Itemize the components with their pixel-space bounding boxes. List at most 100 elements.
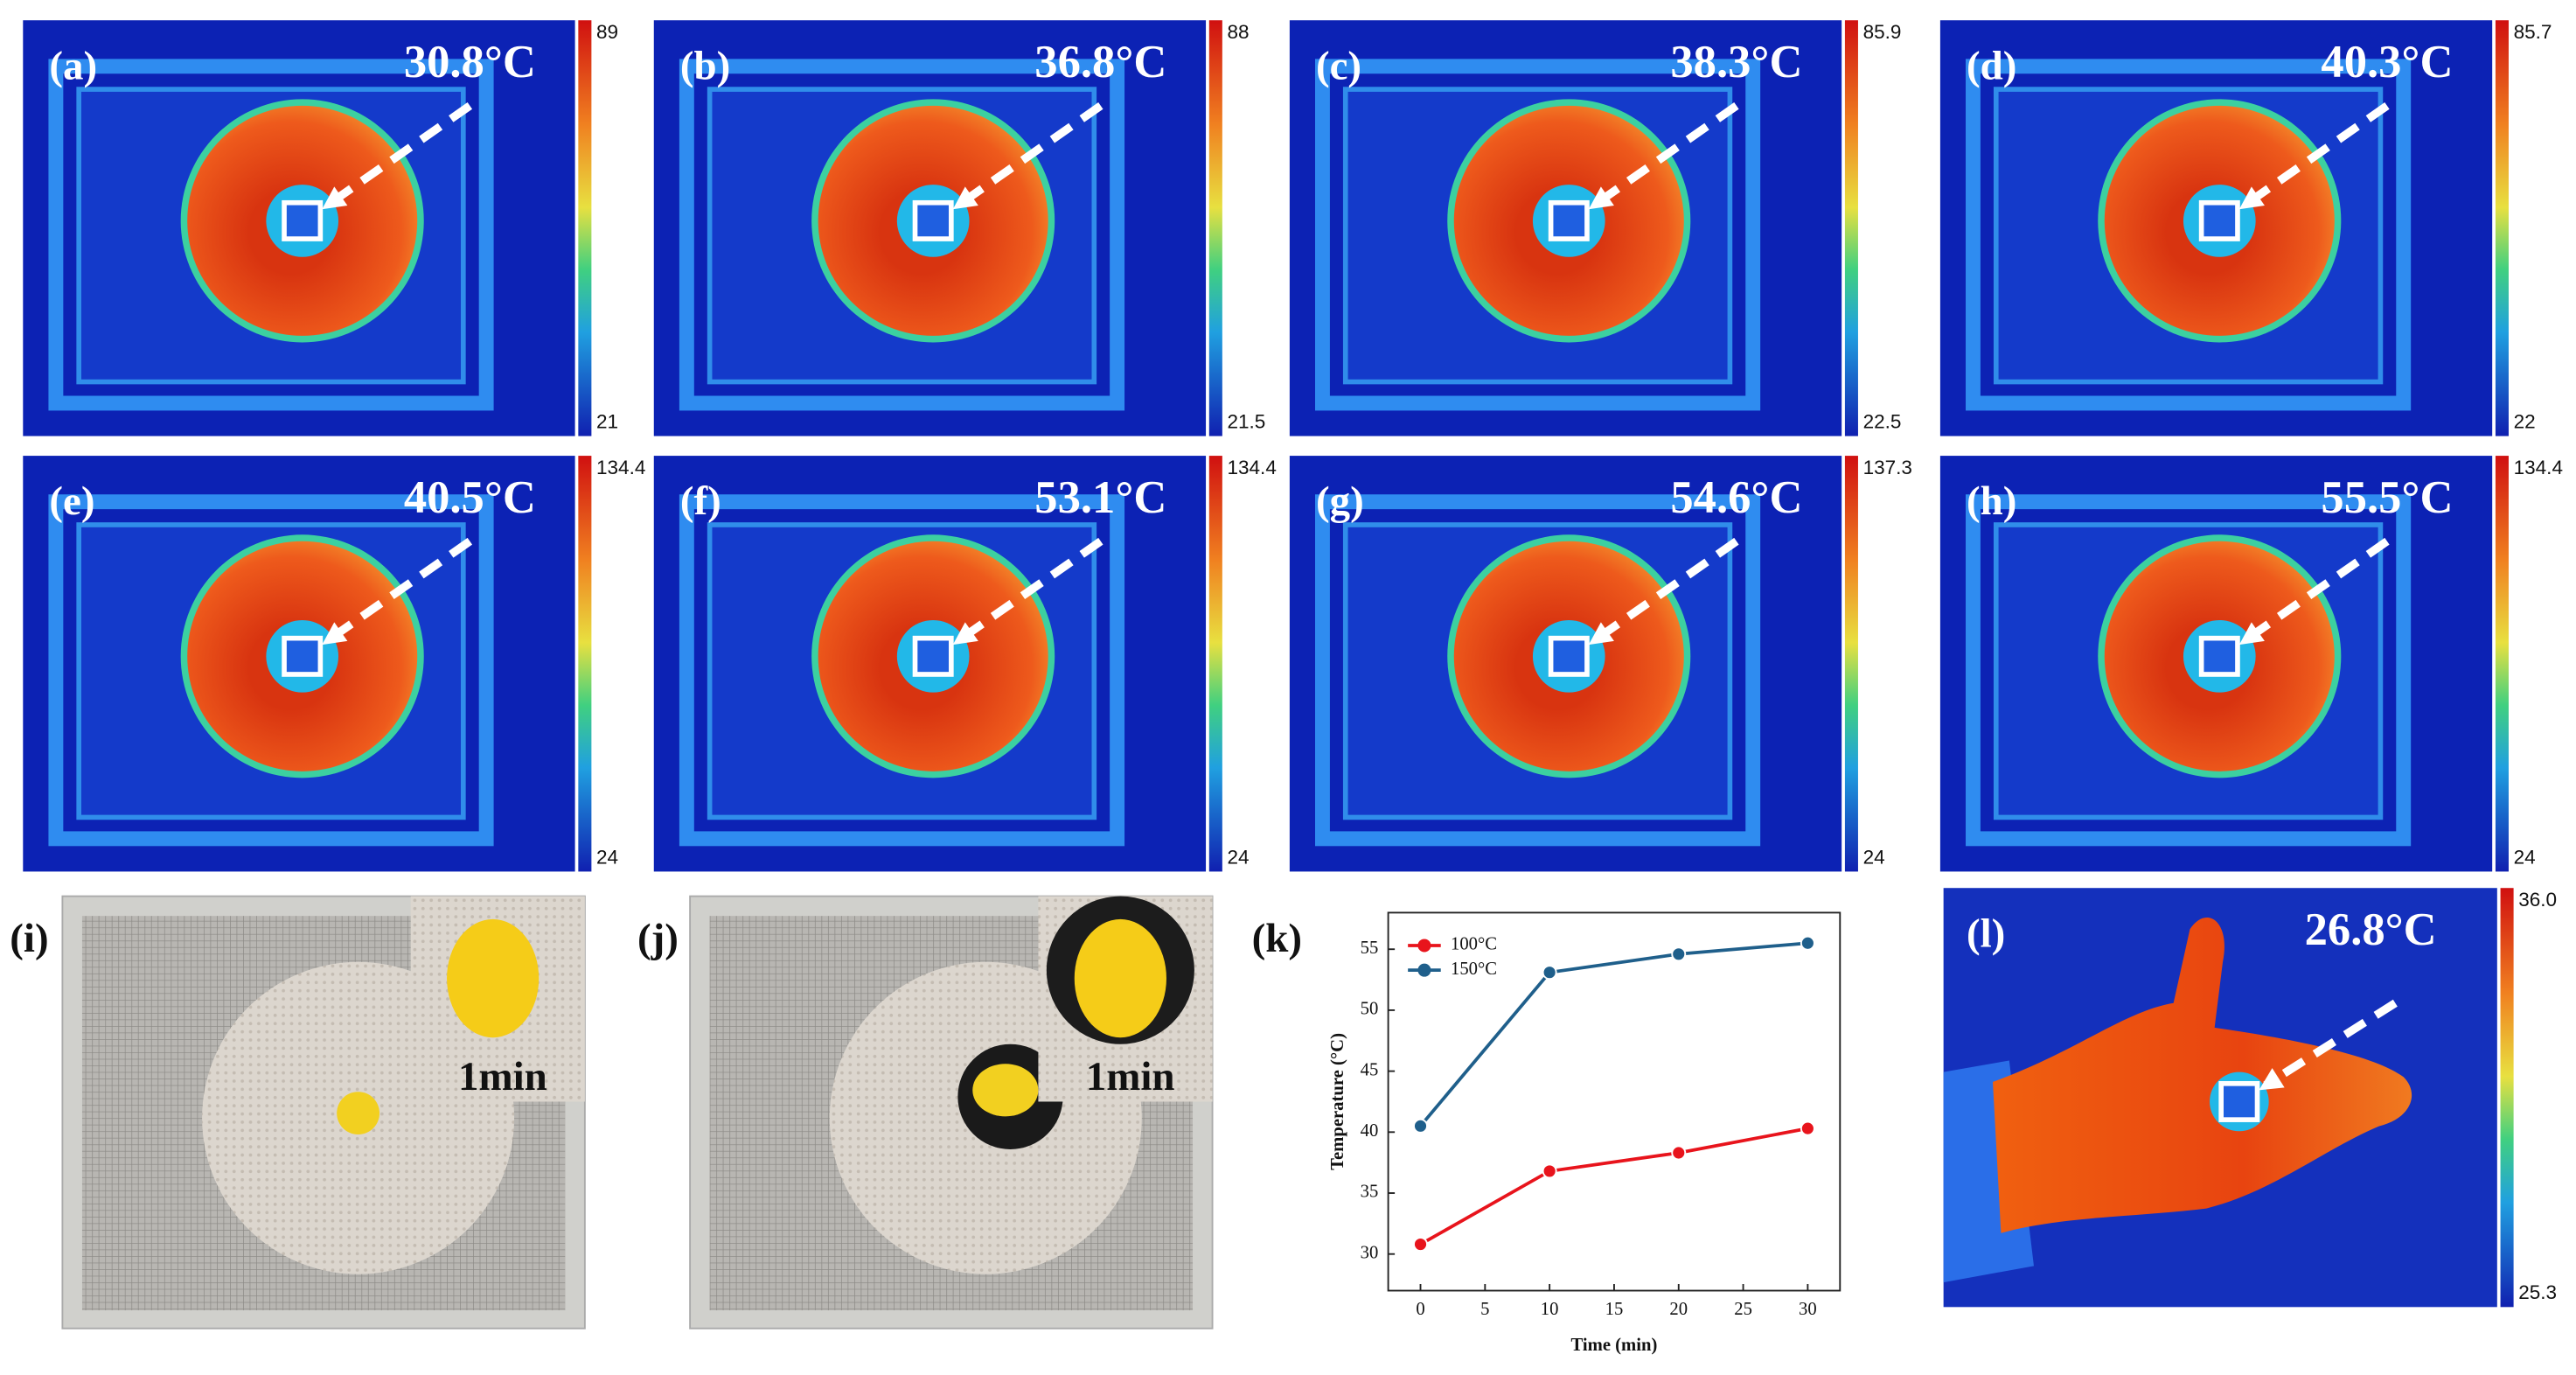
y-axis-label: Temperature (°C) — [1328, 1033, 1347, 1170]
colorbar-max: 137.3 — [1863, 457, 1912, 478]
arrow-line — [2263, 999, 2398, 1089]
colorbar — [1844, 456, 1858, 872]
measure-box — [2218, 1080, 2260, 1122]
legend-marker — [1417, 963, 1431, 977]
y-tick-label: 55 — [1361, 939, 1379, 958]
inset-sample — [1074, 918, 1166, 1038]
frame-outer — [1315, 494, 1761, 847]
colorbar-min: 24 — [596, 846, 618, 868]
temperature: 30.8°C — [404, 37, 536, 87]
thermal-panel — [653, 20, 1207, 436]
measure-box — [1548, 635, 1590, 677]
colorbar — [578, 456, 592, 872]
colorbar — [1208, 20, 1222, 436]
thermal-panel — [1289, 20, 1842, 436]
arrow-head — [322, 622, 348, 646]
colorbar — [2495, 456, 2509, 872]
arrow-line — [326, 102, 473, 208]
panel-label: (a) — [49, 43, 97, 88]
panel-label: (c) — [1316, 43, 1361, 88]
colorbar-min: 22.5 — [1863, 410, 1902, 432]
colorbar — [578, 20, 592, 436]
arrow-head — [2238, 186, 2265, 210]
x-tick-label: 25 — [1734, 1300, 1752, 1319]
legend-label: 100°C — [1451, 935, 1497, 954]
temperature: 40.5°C — [404, 472, 536, 523]
colorbar-min: 24 — [2514, 846, 2536, 868]
measure-box — [1548, 199, 1590, 241]
temperature: 36.8°C — [1034, 37, 1166, 87]
panel-label: (j) — [637, 916, 679, 961]
arrow-line — [957, 102, 1104, 208]
measure-box — [912, 199, 954, 241]
x-tick-label: 0 — [1416, 1300, 1424, 1319]
y-tick-label: 50 — [1361, 1000, 1379, 1019]
temperature: 55.5°C — [2321, 472, 2453, 523]
arrow-line — [2243, 537, 2390, 644]
arrow-head — [952, 186, 978, 210]
point — [1542, 965, 1557, 981]
arrow-line — [957, 537, 1104, 644]
colorbar-min: 21.5 — [1227, 410, 1265, 432]
frame-outer — [48, 59, 494, 411]
arrow-head — [1588, 186, 1614, 210]
x-tick-label: 30 — [1799, 1300, 1817, 1319]
colorbar — [2495, 20, 2509, 436]
thermal-panel — [1939, 20, 2493, 436]
arrow-line — [1592, 537, 1739, 644]
arrow-head — [322, 186, 348, 210]
point — [1542, 1163, 1557, 1179]
x-tick-label: 10 — [1541, 1300, 1559, 1319]
temperature: 40.3°C — [2321, 37, 2453, 87]
panel-label: (i) — [10, 916, 48, 961]
colorbar-max: 134.4 — [1227, 457, 1276, 478]
temperature: 26.8°C — [2305, 904, 2437, 955]
frame-outer — [679, 59, 1125, 411]
arrow-head — [1588, 622, 1614, 646]
hand — [1993, 917, 2412, 1233]
frame-outer — [48, 494, 494, 847]
hand-panel — [1943, 888, 2497, 1308]
colorbar-max: 134.4 — [596, 457, 645, 478]
point — [1800, 1120, 1815, 1136]
thermal-panel — [1939, 456, 2493, 872]
temperature: 54.6°C — [1670, 472, 1802, 523]
panel-label: (f) — [680, 478, 721, 524]
x-tick-label: 20 — [1669, 1300, 1688, 1319]
panel-label: (d) — [1967, 43, 2016, 88]
photo-panel — [689, 895, 1214, 1330]
series-line — [1419, 1127, 1808, 1246]
colorbar — [1844, 20, 1858, 436]
point — [1413, 1237, 1428, 1253]
photo-panel — [61, 895, 586, 1330]
arrow-head — [952, 622, 978, 646]
temperature: 38.3°C — [1670, 37, 1802, 87]
point — [1671, 1145, 1687, 1161]
colorbar-max: 85.9 — [1863, 21, 1902, 43]
x-tick-label: 15 — [1605, 1300, 1624, 1319]
colorbar-min: 21 — [596, 410, 618, 432]
panel-label: (e) — [49, 478, 94, 524]
colorbar-min: 25.3 — [2518, 1281, 2557, 1303]
measure-box — [912, 635, 954, 677]
panel-label: (g) — [1316, 478, 1364, 524]
colorbar-max: 89 — [596, 21, 618, 43]
thermal-panel — [1289, 456, 1842, 872]
colorbar-min: 24 — [1227, 846, 1249, 868]
x-axis-label: Time (min) — [1571, 1336, 1658, 1355]
measure-box — [282, 199, 324, 241]
frame-outer — [679, 494, 1125, 847]
thermal-panel — [23, 456, 575, 872]
inset-sample — [447, 918, 540, 1038]
colorbar — [1208, 456, 1222, 872]
colorbar-max: 85.7 — [2514, 21, 2552, 43]
inset-text: 1min — [1086, 1054, 1175, 1099]
panel-label: (k) — [1252, 916, 1302, 961]
legend-marker — [1417, 939, 1431, 953]
point — [1800, 935, 1815, 951]
thermal-panel — [653, 456, 1207, 872]
colorbar — [2500, 888, 2514, 1308]
arrow-line — [326, 537, 473, 644]
